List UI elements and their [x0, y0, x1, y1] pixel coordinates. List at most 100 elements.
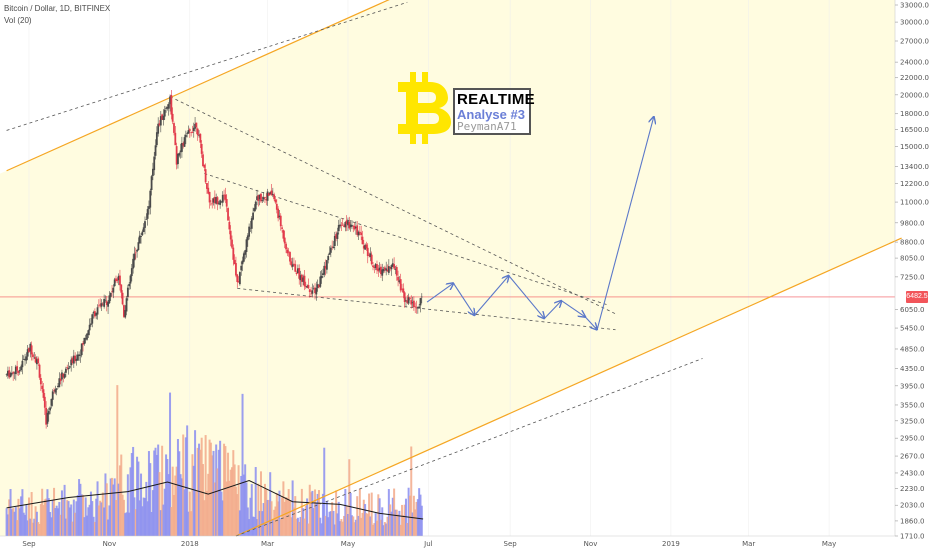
volume-bar	[341, 521, 344, 536]
candle-body	[347, 221, 349, 226]
candle-body	[253, 208, 256, 211]
candle-body	[195, 122, 198, 128]
candle-body	[51, 391, 54, 400]
candle-body	[406, 300, 409, 303]
volume-bar	[385, 523, 388, 536]
candle-body	[377, 269, 380, 272]
dashed-line-outer-lower	[235, 358, 703, 537]
candle-body	[407, 297, 410, 304]
candle-body	[28, 347, 30, 352]
volume-bar	[70, 504, 73, 536]
volume-bar	[60, 490, 63, 536]
volume-bar	[377, 494, 380, 536]
volume-bar	[99, 500, 102, 536]
candle-body	[145, 219, 148, 220]
candle-body	[30, 345, 33, 355]
volume-bar	[311, 490, 314, 536]
candle-body	[246, 235, 249, 241]
volume-bar	[320, 523, 323, 536]
volume-bar	[364, 504, 367, 536]
volume-bar	[227, 452, 230, 536]
volume-bar	[38, 523, 41, 536]
candle-body	[225, 199, 228, 207]
candle-body	[257, 195, 260, 201]
candle-body	[258, 194, 261, 200]
volume-bar	[43, 499, 46, 536]
volume-bar	[39, 503, 42, 536]
volume-bar	[121, 494, 124, 536]
volume-bar	[217, 449, 220, 536]
volume-bar	[221, 500, 224, 536]
volume-bar	[14, 507, 17, 536]
projection-arrow	[508, 275, 545, 319]
candle-body	[241, 260, 244, 265]
volume-bar	[190, 511, 193, 536]
projection-arrow	[474, 276, 509, 316]
candle-body	[207, 187, 210, 194]
volume-bar	[372, 524, 375, 536]
candle-body	[63, 373, 66, 378]
candle-body	[286, 249, 289, 254]
volume-bar	[49, 512, 52, 536]
candle-body	[281, 227, 283, 229]
volume-bar	[203, 500, 206, 536]
volume-bar	[394, 509, 397, 536]
volume-bar	[76, 495, 79, 536]
volume-bar	[278, 490, 281, 536]
volume-bar	[35, 511, 38, 536]
realtime-annotation-box: REALTIME Analyse #3 PeymanA71	[453, 88, 535, 135]
volume-bar	[253, 516, 256, 536]
candle-body	[101, 304, 104, 306]
candle-body	[236, 274, 239, 283]
volume-bar	[20, 496, 23, 536]
volume-bar	[252, 516, 255, 536]
volume-bar	[420, 505, 423, 536]
y-tick-label: 3950.0	[900, 382, 925, 390]
candle-body	[332, 246, 335, 249]
volume-bar	[350, 515, 353, 536]
candle-body	[409, 297, 411, 299]
candle-body	[49, 407, 51, 411]
volume-bar	[176, 439, 179, 536]
candle-body	[211, 203, 214, 205]
y-tick-label: 12200.0	[900, 180, 929, 188]
candle-body	[203, 164, 206, 168]
volume-bar	[195, 491, 198, 536]
volume-bar	[366, 513, 369, 536]
candle-body	[339, 224, 341, 227]
candle-body	[146, 209, 149, 219]
candle-body	[163, 109, 166, 117]
candle-body	[374, 264, 377, 268]
volume-bar	[96, 481, 99, 536]
x-tick-label: Sep	[504, 540, 518, 548]
volume-ma-line	[6, 479, 424, 520]
volume-bar	[321, 493, 324, 536]
volume-bar	[5, 508, 8, 536]
volume-bar	[108, 505, 111, 536]
candle-body	[232, 247, 235, 260]
candle-body	[57, 385, 59, 388]
candle-body	[389, 266, 392, 269]
candle-body	[267, 192, 270, 196]
volume-bar	[8, 499, 11, 536]
volume-bar	[120, 454, 123, 536]
candle-body	[128, 284, 131, 287]
candle-body	[344, 221, 347, 228]
candle-body	[126, 287, 129, 298]
volume-bar	[118, 465, 121, 536]
candle-body	[325, 260, 328, 270]
volume-bar	[209, 442, 212, 536]
candle-body	[320, 275, 323, 279]
volume-bar	[354, 519, 357, 536]
volume-bar	[215, 444, 218, 536]
candle-body	[200, 143, 203, 154]
candle-body	[277, 208, 280, 219]
candle-body	[183, 137, 186, 147]
volume-bar	[74, 512, 77, 536]
bitcoin-logo-icon	[398, 72, 451, 144]
candle-body	[18, 370, 21, 372]
x-tick-label: Mar	[261, 540, 274, 548]
volume-bar	[166, 459, 169, 536]
